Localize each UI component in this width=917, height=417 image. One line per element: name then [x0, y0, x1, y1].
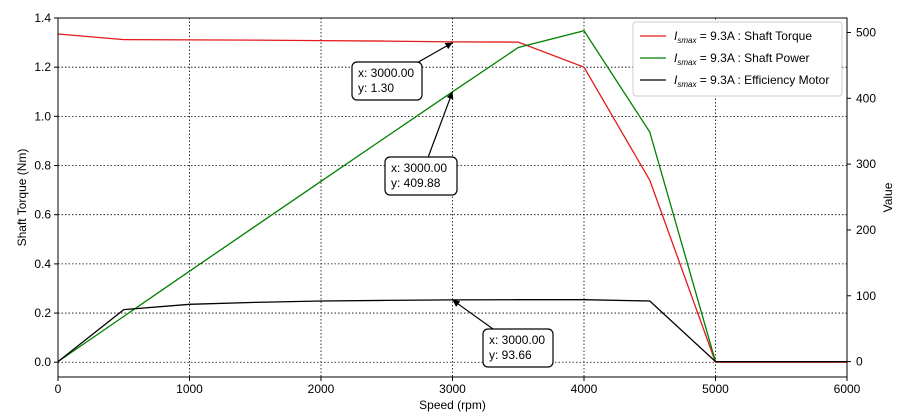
datatip-shaft-torque: x: 3000.00y: 1.30	[351, 42, 453, 101]
y-left-tick-label: 0.4	[34, 257, 51, 271]
annotations: x: 3000.00y: 1.30x: 3000.00y: 409.88x: 3…	[351, 42, 554, 368]
y-left-tick-label: 0.8	[34, 159, 51, 173]
x-tick-label: 1000	[176, 382, 203, 396]
y-left-tick-label: 1.4	[34, 11, 51, 25]
x-tick-label: 4000	[571, 382, 598, 396]
x-tick-label: 0	[55, 382, 62, 396]
legend-label: Ismax = 9.3A : Shaft Torque	[674, 29, 812, 45]
y-right-axis-title: Value	[881, 182, 895, 212]
legend-label-subscript: smax	[677, 36, 697, 45]
x-tick-label: 5000	[702, 382, 729, 396]
legend-label: Ismax = 9.3A : Shaft Power	[674, 51, 810, 67]
legend-label-symbol: I	[674, 73, 678, 87]
datatip-efficiency-motor: x: 3000.00y: 93.66	[452, 299, 554, 368]
y-right-tick-label: 200	[856, 223, 876, 237]
legend-label-subscript: smax	[677, 80, 697, 89]
y-right-axis: 0 100 200 300 400 500	[847, 25, 876, 369]
legend-box	[632, 21, 843, 97]
legend-label: Ismax = 9.3A : Efficiency Motor	[674, 73, 829, 89]
datatip-y-text: y: 409.88	[391, 176, 441, 190]
datatip-y-text: y: 1.30	[358, 81, 394, 95]
legend-label-subscript: smax	[677, 58, 697, 67]
datatip-arrow-head	[452, 299, 461, 307]
x-tick-label: 6000	[834, 382, 861, 396]
y-left-tick-label: 0.0	[34, 355, 51, 369]
y-left-tick-label: 0.2	[34, 306, 51, 320]
datatip-box	[482, 328, 554, 368]
datatip-box	[384, 156, 458, 196]
x-tick-label: 2000	[308, 382, 335, 396]
y-right-tick-label: 0	[856, 355, 863, 369]
legend-label-text: = 9.3A : Shaft Power	[696, 51, 809, 65]
datatip-box	[351, 61, 423, 101]
y-left-tick-label: 1.0	[34, 109, 51, 123]
legend-label-text: = 9.3A : Efficiency Motor	[696, 73, 829, 87]
datatip-x-text: x: 3000.00	[391, 161, 447, 175]
y-right-tick-label: 100	[856, 289, 876, 303]
x-axis: 0 1000 2000 3000 4000 5000 6000	[55, 377, 861, 396]
datatip-arrow-head	[444, 42, 453, 50]
legend-item-shaft-torque: Ismax = 9.3A : Shaft Torque	[640, 29, 812, 45]
datatip-arrow-line	[427, 91, 454, 158]
y-right-tick-label: 400	[856, 91, 876, 105]
y-right-tick-label: 300	[856, 157, 876, 171]
y-left-tick-label: 0.6	[34, 208, 51, 222]
x-tick-label: 3000	[439, 382, 466, 396]
datatip-y-text: y: 93.66	[489, 348, 532, 362]
y-right-tick-label: 500	[856, 25, 876, 39]
datatip-arrow-line	[452, 299, 494, 330]
legend-item-efficiency-motor: Ismax = 9.3A : Efficiency Motor	[640, 73, 829, 89]
legend-item-shaft-power: Ismax = 9.3A : Shaft Power	[640, 51, 810, 67]
y-left-tick-label: 1.2	[34, 60, 51, 74]
legend-label-symbol: I	[674, 51, 678, 65]
legend-label-text: = 9.3A : Shaft Torque	[696, 29, 812, 43]
datatip-arrow-head	[446, 91, 454, 100]
legend-label-symbol: I	[674, 29, 678, 43]
datatip-shaft-power: x: 3000.00y: 409.88	[384, 91, 458, 196]
datatip-x-text: x: 3000.00	[358, 66, 414, 80]
datatip-x-text: x: 3000.00	[489, 333, 545, 347]
y-left-axis-title: Shaft Torque (Nm)	[15, 149, 29, 247]
x-axis-title: Speed (rpm)	[419, 398, 486, 412]
y-left-axis: 0.0 0.2 0.4 0.6 0.8 1.0 1.2 1.4	[34, 11, 58, 369]
